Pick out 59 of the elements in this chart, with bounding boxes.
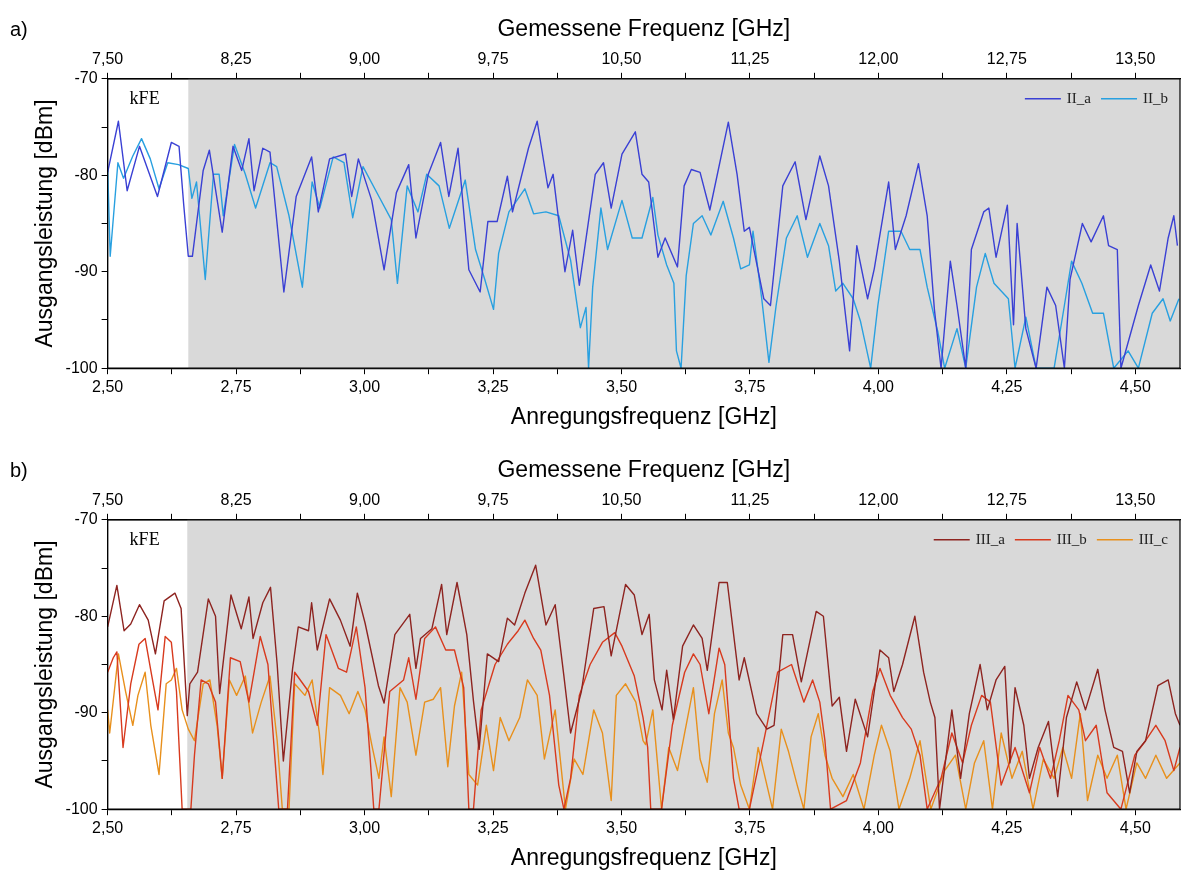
- x-tick-label: 3,75: [734, 378, 766, 396]
- x-tick-label: 4,00: [862, 378, 895, 396]
- y-tick-label: -100: [65, 358, 98, 376]
- x-tick-label: 2,50: [92, 378, 124, 396]
- x2-tick-label: 13,50: [1115, 490, 1156, 508]
- x2-tick-label: 11,25: [730, 49, 770, 67]
- chart-title: a): [10, 17, 28, 40]
- x2-tick-label: 10,50: [601, 490, 642, 508]
- y-tick-label: -70: [74, 69, 98, 87]
- x2-tick-label: 9,75: [477, 490, 509, 508]
- x-tick-label: 4,50: [1119, 378, 1151, 396]
- legend-label: II_b: [1143, 89, 1169, 106]
- y-tick-label: -70: [74, 510, 98, 528]
- x-tick-label: 2,75: [220, 819, 252, 837]
- x2-tick-label: 9,00: [348, 49, 381, 67]
- x2-axis-title: Gemessene Frequenz [GHz]: [497, 456, 791, 483]
- legend-label: III_a: [975, 530, 1006, 547]
- x2-tick-label: 10,50: [601, 49, 642, 67]
- x-tick-label: 4,25: [991, 819, 1023, 837]
- y-tick-label: -80: [74, 165, 98, 183]
- x2-tick-label: 12,75: [986, 49, 1027, 67]
- x2-tick-label: 8,25: [220, 490, 252, 508]
- x2-axis-title: Gemessene Frequenz [GHz]: [497, 15, 791, 42]
- x2-tick-label: 7,50: [92, 49, 124, 67]
- x2-tick-label: 8,25: [220, 49, 252, 67]
- x2-tick-label: 11,25: [730, 490, 770, 508]
- x2-tick-label: 12,00: [858, 49, 899, 67]
- x-tick-label: 2,75: [220, 378, 252, 396]
- chart-title: b): [10, 458, 28, 481]
- legend-label: II_a: [1066, 89, 1092, 106]
- x2-tick-label: 9,00: [348, 490, 381, 508]
- x2-tick-label: 12,00: [858, 490, 899, 508]
- x2-tick-label: 12,75: [986, 490, 1027, 508]
- x-tick-label: 3,75: [734, 819, 766, 837]
- x-axis-title: Anregungsfrequenz [GHz]: [510, 402, 777, 429]
- y-tick-label: -80: [74, 606, 98, 624]
- legend-label: III_b: [1056, 530, 1087, 547]
- x-tick-label: 3,00: [348, 819, 381, 837]
- y-axis-title: Ausgangsleistung [dBm]: [31, 540, 58, 789]
- x2-tick-label: 7,50: [92, 490, 124, 508]
- legend-label: III_c: [1138, 530, 1169, 547]
- x-tick-label: 3,50: [605, 819, 638, 837]
- x-tick-label: 2,50: [92, 819, 124, 837]
- x-axis-title: Anregungsfrequenz [GHz]: [510, 843, 777, 870]
- y-tick-label: -90: [74, 262, 98, 280]
- x-tick-label: 3,00: [348, 378, 381, 396]
- y-tick-label: -90: [74, 703, 98, 721]
- annotation: kFE: [129, 87, 160, 108]
- annotation: kFE: [129, 528, 160, 549]
- x2-tick-label: 13,50: [1115, 49, 1156, 67]
- x2-tick-label: 9,75: [477, 49, 509, 67]
- x-tick-label: 3,25: [477, 378, 509, 396]
- x-tick-label: 3,50: [605, 378, 638, 396]
- x-tick-label: 3,25: [477, 819, 509, 837]
- y-axis-title: Ausgangsleistung [dBm]: [31, 99, 58, 348]
- x-tick-label: 4,00: [862, 819, 895, 837]
- y-tick-label: -100: [65, 799, 98, 817]
- x-tick-label: 4,25: [991, 378, 1023, 396]
- x-tick-label: 4,50: [1119, 819, 1151, 837]
